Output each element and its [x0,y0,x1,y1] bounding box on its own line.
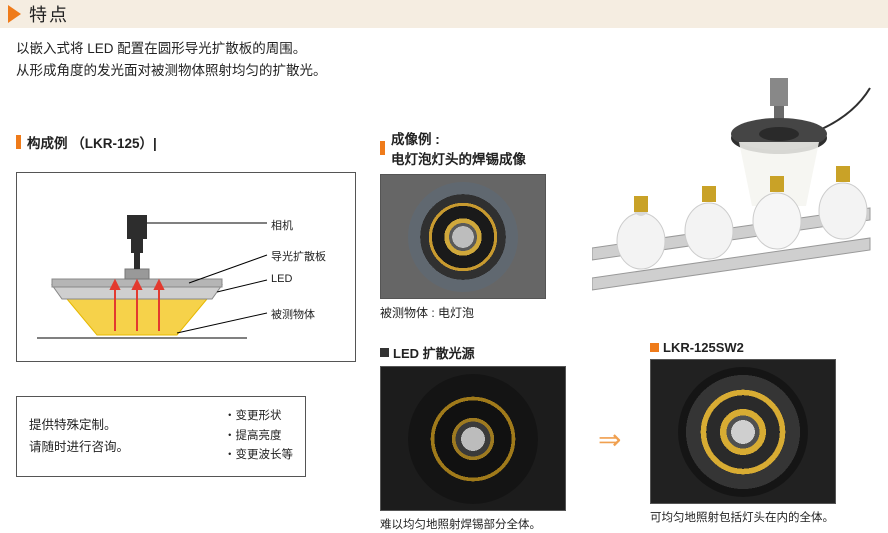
imaging-heading-line1: 成像例 : [391,132,440,147]
bulb-socket-render [408,182,518,292]
label-subject: 被测物体 [271,306,315,322]
imaging-heading: 成像例 : 电灯泡灯头的焊锡成像 [380,128,610,168]
label-led: LED [271,273,292,285]
comparison-arrow-icon: ⇒ [598,423,617,456]
imaging-caption: 被测物体 : 电灯泡 [380,304,610,321]
intro-line-1: 以嵌入式将 LED 配置在圆形导光扩散板的周围。 [16,38,872,60]
comparison-right-image [650,359,836,504]
custom-bullet-1: ・变更形状 [224,407,293,427]
section-title: 特点 [29,1,69,27]
heading-bar-icon [16,135,21,149]
intro-text: 以嵌入式将 LED 配置在圆形导光扩散板的周围。 从形成角度的发光面对被测物体照… [16,38,872,81]
structure-diagram: 相机 导光扩散板 LED 被测物体 [16,172,356,362]
section-header: 特点 [0,0,888,28]
custom-line-1: 提供特殊定制。 [29,414,129,437]
imaging-sample-image [380,174,546,299]
diagram-svg [17,173,357,363]
comparison-left-title-text: LED 扩散光源 [393,343,475,362]
structure-heading: 构成例 （LKR-125）| [16,132,366,152]
custom-line-2: 请随时进行咨询。 [29,436,129,459]
comparison-right-title: LKR-125SW2 [650,340,870,355]
conveyor-illustration [592,78,872,313]
heading-bar-icon [380,141,385,155]
black-square-icon [380,348,389,357]
bulb-socket-render-bright [678,367,808,497]
label-camera: 相机 [271,217,293,233]
comparison-right-caption: 可均匀地照射包括灯头在内的全体。 [650,510,870,526]
bulb-socket-render-dark [408,374,538,504]
custom-bullet-3: ・变更波长等 [224,446,293,466]
comparison-right-title-text: LKR-125SW2 [663,340,744,355]
orange-square-icon [650,343,659,352]
structure-heading-text: 构成例 （LKR-125）| [27,132,157,152]
header-arrow-icon [8,5,21,23]
label-diffuser: 导光扩散板 [271,248,326,264]
comparison-left-image [380,366,566,511]
comparison-left-caption: 难以均匀地照射焊锡部分全体。 [380,517,610,533]
comparison-left-title: LED 扩散光源 [380,343,610,362]
custom-order-box: 提供特殊定制。 请随时进行咨询。 ・变更形状 ・提高亮度 ・变更波长等 [16,396,306,477]
imaging-heading-line2: 电灯泡灯头的焊锡成像 [391,152,526,167]
custom-bullet-2: ・提高亮度 [224,427,293,447]
